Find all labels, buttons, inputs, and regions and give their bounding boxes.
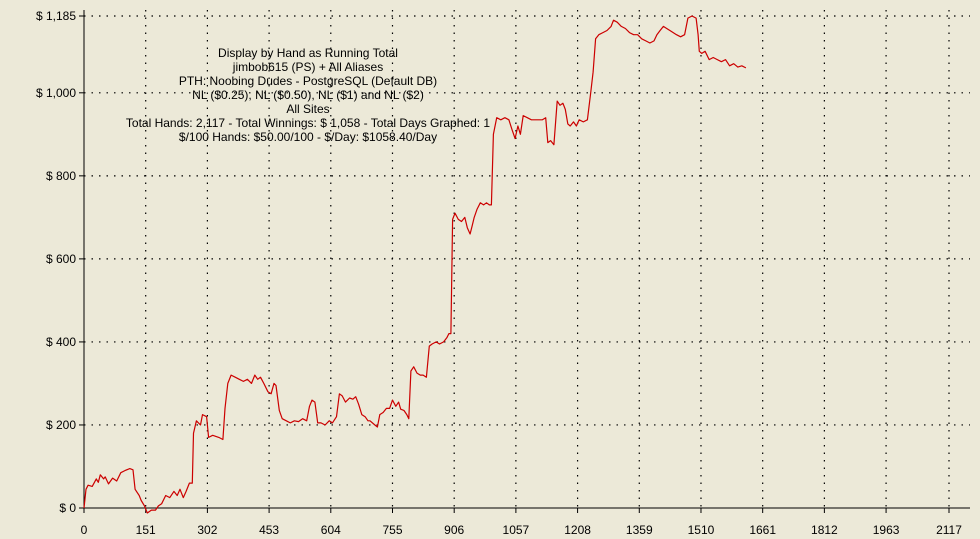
- grid: [84, 10, 970, 508]
- x-tick-label: 1359: [626, 523, 653, 537]
- subtitle-line: Total Hands: 2,117 - Total Winnings: $ 1…: [126, 116, 491, 130]
- subtitle-line: NL ($0.25), NL ($0.50), NL ($1) and NL (…: [192, 88, 424, 102]
- x-tick-label: 302: [197, 523, 217, 537]
- x-tick-label: 1057: [503, 523, 530, 537]
- x-tick-label: 1661: [749, 523, 776, 537]
- x-tick-label: 2117: [936, 523, 962, 537]
- y-axis-ticks: $ 0 $ 200 $ 400 $ 600 $ 800 $ 1,000 $ 1,185: [36, 9, 84, 515]
- x-tick-label: 453: [259, 523, 279, 537]
- x-tick-label: 906: [444, 523, 464, 537]
- x-tick-label: 1812: [811, 523, 838, 537]
- chart-title: Display by Hand as Running Total: [218, 46, 398, 60]
- series-group: [83, 15, 747, 514]
- subtitle-line: PTH: Noobing Dudes - PostgreSQL (Default…: [179, 74, 437, 88]
- subtitle-line: jimbob615 (PS) + All Aliases: [232, 60, 383, 74]
- y-tick-label: $ 0: [59, 501, 76, 515]
- y-tick-label: $ 1,185: [36, 9, 76, 23]
- x-tick-label: 1963: [873, 523, 900, 537]
- x-axis-ticks: 0 151 302 453 604 755 906 1057 1208 1359 1510 1661 1…: [81, 508, 962, 537]
- x-tick-label: 151: [136, 523, 156, 537]
- y-tick-label: $ 600: [46, 252, 76, 266]
- y-tick-label: $ 1,000: [36, 86, 76, 100]
- y-tick-label: $ 400: [46, 335, 76, 349]
- series-line: [83, 15, 747, 514]
- x-tick-label: 0: [81, 523, 88, 537]
- x-tick-label: 1510: [688, 523, 715, 537]
- subtitle-line: All Sites: [286, 102, 329, 116]
- x-tick-label: 755: [382, 523, 402, 537]
- y-tick-label: $ 200: [46, 418, 76, 432]
- subtitle-line: $/100 Hands: $50.00/100 - $/Day: $1058.4…: [179, 130, 437, 144]
- x-tick-label: 1208: [564, 523, 591, 537]
- y-tick-label: $ 800: [46, 169, 76, 183]
- info-block: Display by Hand as Running Total jimbob6…: [126, 46, 491, 144]
- x-tick-label: 604: [321, 523, 341, 537]
